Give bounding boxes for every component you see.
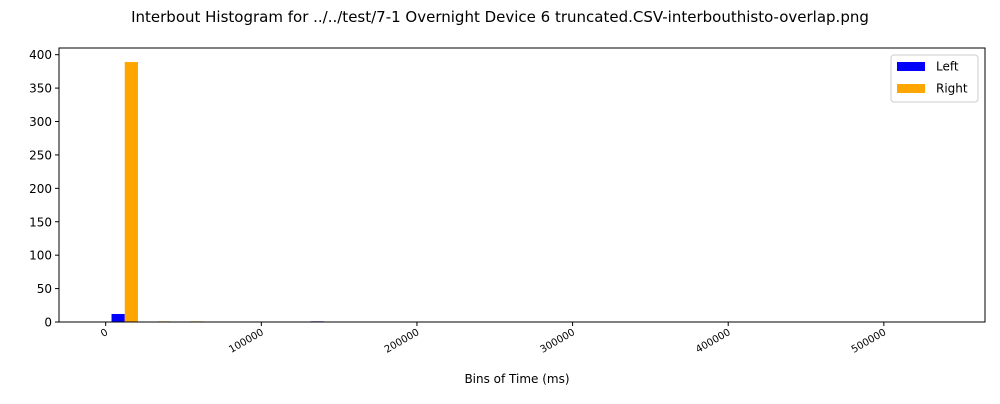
plot-frame <box>58 47 986 323</box>
y-tick-label: 300 <box>29 115 52 129</box>
y-tick-label: 100 <box>29 249 52 263</box>
y-tick-label: 250 <box>29 148 52 162</box>
legend: Left Right <box>890 54 979 103</box>
legend-label-right: Right <box>936 82 968 96</box>
y-tick-label: 150 <box>29 215 52 229</box>
x-tick-label: 300000 <box>539 327 578 356</box>
bars <box>111 62 324 322</box>
x-axis-label: Bins of Time (ms) <box>464 372 569 386</box>
y-tick-label: 50 <box>37 282 52 296</box>
bar-right-0 <box>124 62 138 322</box>
bar-left-0 <box>111 313 125 322</box>
legend-swatch-right <box>897 84 925 93</box>
y-tick-label: 200 <box>29 182 52 196</box>
x-tick-label: 200000 <box>383 327 422 356</box>
x-tick-label: 400000 <box>694 327 733 356</box>
x-tick-label: 100000 <box>227 327 266 356</box>
x-tick-label: 500000 <box>850 327 889 356</box>
legend-swatch-left <box>897 62 925 71</box>
chart-title: Interbout Histogram for ../../test/7-1 O… <box>131 8 869 26</box>
y-tick-label: 0 <box>44 316 52 330</box>
x-axis: 0 100000 200000 300000 400000 500000 <box>99 322 888 356</box>
y-tick-label: 350 <box>29 82 52 96</box>
y-axis: 0 50 100 150 200 250 300 350 400 <box>29 48 59 330</box>
legend-label-left: Left <box>936 60 959 74</box>
y-tick-label: 400 <box>29 48 52 62</box>
x-tick-label: 0 <box>99 327 110 340</box>
